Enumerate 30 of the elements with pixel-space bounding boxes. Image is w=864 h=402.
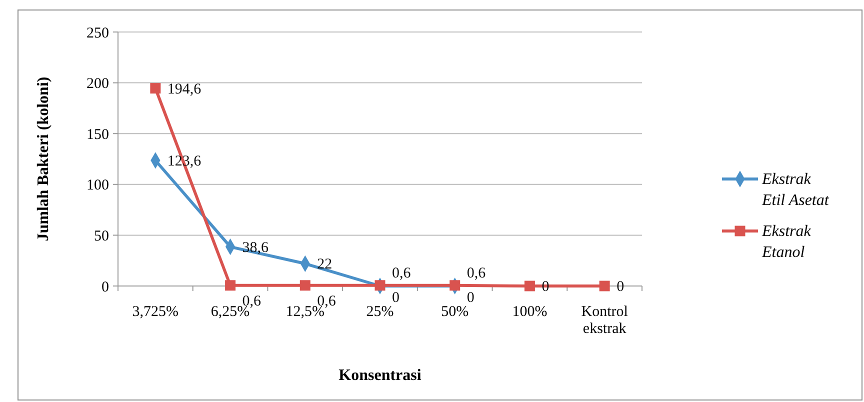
- point: [150, 83, 161, 94]
- y-tick-label: 250: [86, 25, 109, 42]
- data-label: 0: [466, 290, 474, 306]
- y-tick-label: 50: [94, 228, 109, 244]
- point: [300, 280, 310, 291]
- point: [524, 280, 535, 292]
- legend-label: Ekstrak Etil Asetat: [761, 171, 830, 209]
- x-tick-label: 3,725%: [132, 304, 179, 320]
- point: [450, 280, 460, 291]
- point: [599, 280, 610, 292]
- x-axis-title: Konsentrasi: [338, 367, 422, 384]
- y-tick-label: 0: [102, 279, 109, 296]
- data-label: 0,6: [392, 265, 412, 282]
- y-tick-label: 100: [86, 178, 109, 194]
- data-label: 0,6: [317, 293, 336, 310]
- data-label: 0,6: [466, 265, 486, 282]
- x-tick-label: 50%: [441, 304, 469, 320]
- x-tick-label: Kontrol ekstrak: [581, 304, 628, 337]
- point: [225, 280, 236, 291]
- x-tick-label: 25%: [366, 304, 394, 320]
- data-label: 0: [392, 290, 400, 306]
- y-tick-label: 200: [86, 76, 109, 92]
- x-tick-label: 100%: [512, 304, 548, 320]
- data-label: 0: [616, 279, 624, 295]
- y-axis-title: Jumlah Bakteri (koloni): [35, 76, 52, 242]
- y-tick-label: 150: [86, 126, 109, 143]
- point: [374, 280, 386, 291]
- legend-label: Ekstrak Etanol: [761, 223, 812, 261]
- data-label: 22: [317, 256, 332, 273]
- data-label: 194,6: [167, 81, 202, 98]
